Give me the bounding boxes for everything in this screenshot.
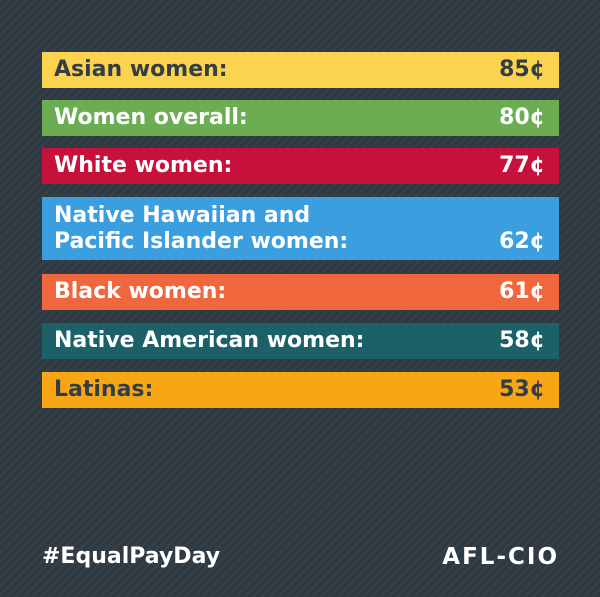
bar-label: Women overall:	[54, 105, 248, 130]
bar-women-overall: Women overall: 80¢	[42, 100, 559, 136]
bar-value: 61¢	[499, 279, 545, 304]
bar-label: Asian women:	[54, 57, 228, 82]
bar-native-hawaiian-pacific-islander-women: Native Hawaiian and Pacific Islander wom…	[42, 197, 559, 260]
bar-asian-women: Asian women: 85¢	[42, 52, 559, 88]
bar-value: 53¢	[499, 377, 545, 402]
bar-value: 85¢	[499, 57, 545, 82]
afl-cio-logo: AFL-CIO	[442, 544, 559, 570]
bar-value: 80¢	[499, 105, 545, 130]
bar-black-women: Black women: 61¢	[42, 274, 559, 310]
bar-native-american-women: Native American women: 58¢	[42, 323, 559, 359]
bar-value: 77¢	[499, 153, 545, 178]
bar-latinas: Latinas: 53¢	[42, 372, 559, 408]
bar-value: 58¢	[499, 328, 545, 353]
bar-label: Black women:	[54, 279, 227, 304]
bar-white-women: White women: 77¢	[42, 148, 559, 184]
bar-label: Native American women:	[54, 328, 365, 353]
bar-label: Latinas:	[54, 377, 154, 402]
bar-label: White women:	[54, 153, 233, 178]
bar-label: Native Hawaiian and Pacific Islander wom…	[54, 203, 349, 254]
bar-value: 62¢	[499, 229, 545, 254]
hashtag: #EqualPayDay	[42, 544, 221, 569]
